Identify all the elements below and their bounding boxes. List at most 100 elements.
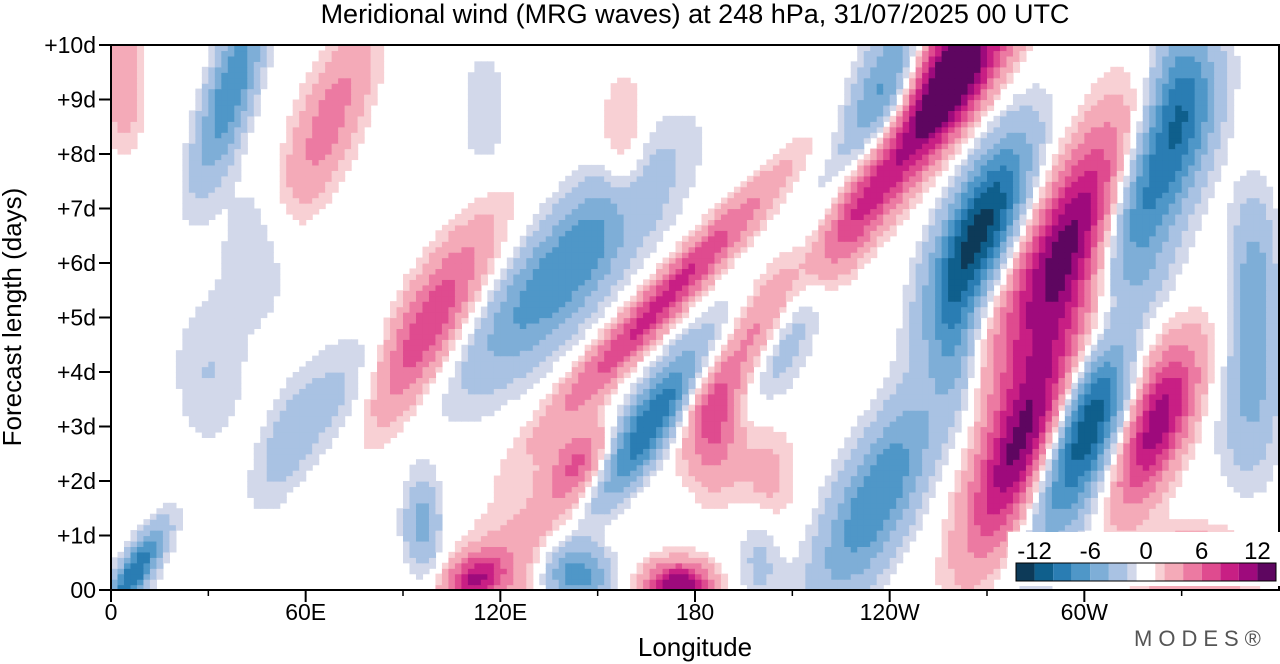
heatmap-cell: [1123, 508, 1131, 515]
heatmap-cell: [552, 410, 560, 417]
heatmap-cell: [428, 551, 437, 558]
heatmap-cell: [941, 404, 949, 411]
heatmap-cell: [506, 344, 514, 351]
heatmap-cell: [669, 431, 677, 438]
heatmap-cell: [630, 491, 638, 498]
heatmap-cell: [1123, 464, 1131, 471]
heatmap-cell: [779, 453, 787, 460]
heatmap-cell: [961, 562, 969, 569]
heatmap-cell: [428, 524, 437, 531]
heatmap-cell: [1129, 584, 1137, 591]
heatmap-cell: [1168, 584, 1176, 591]
heatmap-cell: [1051, 448, 1059, 455]
heatmap-cell: [720, 491, 729, 498]
heatmap-cell: [591, 355, 599, 362]
heatmap-cell: [1155, 481, 1163, 488]
heatmap-cell: [688, 442, 696, 449]
heatmap-cell: [915, 502, 923, 509]
heatmap-cell: [896, 350, 904, 357]
heatmap-cell: [1038, 377, 1046, 384]
heatmap-cell: [1084, 410, 1092, 417]
heatmap-cell: [383, 350, 391, 357]
heatmap-cell: [234, 350, 242, 357]
heatmap-cell: [1142, 366, 1150, 373]
heatmap-cell: [474, 573, 482, 580]
heatmap-cell: [961, 502, 969, 509]
heatmap-cell: [273, 442, 281, 449]
heatmap-cell: [909, 442, 917, 449]
heatmap-cell: [286, 481, 294, 488]
heatmap-cell: [753, 475, 761, 482]
heatmap-cell: [467, 388, 475, 395]
heatmap-cell: [1012, 448, 1021, 455]
heatmap-cell: [759, 557, 767, 564]
heatmap-cell: [195, 393, 203, 400]
heatmap-cell: [837, 464, 845, 471]
heatmap-cell: [221, 415, 229, 422]
heatmap-cell: [1129, 486, 1137, 493]
heatmap-cell: [798, 568, 806, 575]
heatmap-cell: [935, 557, 943, 564]
heatmap-cell: [325, 388, 333, 395]
heatmap-cell: [889, 361, 897, 368]
heatmap-cell: [532, 481, 540, 488]
heatmap-cell: [149, 562, 158, 569]
heatmap-cell: [701, 470, 709, 477]
heatmap-cell: [1272, 377, 1280, 384]
heatmap-cell: [844, 448, 852, 455]
heatmap-cell: [292, 382, 300, 389]
heatmap-cell: [766, 426, 774, 433]
heatmap-cell: [688, 481, 696, 488]
heatmap-cell: [1045, 421, 1053, 428]
heatmap-cell: [688, 372, 696, 379]
heatmap-cell: [805, 350, 813, 357]
heatmap-cell: [850, 437, 858, 444]
heatmap-cell: [493, 502, 501, 509]
heatmap-cell: [863, 481, 871, 488]
heatmap-cell: [493, 562, 501, 569]
heatmap-cell: [1038, 410, 1046, 417]
heatmap-cell: [273, 502, 281, 509]
heatmap-cell: [604, 502, 612, 509]
heatmap-cell: [941, 562, 949, 569]
heatmap-cell: [1272, 399, 1280, 406]
heatmap-cell: [883, 431, 891, 438]
heatmap-cell: [948, 530, 956, 537]
heatmap-cell: [1006, 421, 1014, 428]
heatmap-cell: [539, 508, 547, 515]
heatmap-cell: [1201, 355, 1209, 362]
heatmap-cell: [733, 481, 742, 488]
heatmap-cell: [1136, 497, 1144, 504]
heatmap-cell: [1168, 486, 1176, 493]
heatmap-cell: [1123, 475, 1131, 482]
heatmap-cell: [980, 497, 988, 504]
heatmap-cell: [175, 524, 183, 531]
heatmap-cell: [999, 546, 1008, 553]
heatmap-cell: [1097, 361, 1105, 368]
heatmap-cell: [227, 404, 235, 411]
heatmap-cell: [149, 573, 158, 580]
heatmap-cell: [571, 366, 579, 373]
heatmap-cell: [1188, 361, 1196, 368]
heatmap-cell: [1162, 486, 1170, 493]
heatmap-cell: [766, 540, 774, 547]
heatmap-cell: [208, 350, 216, 357]
heatmap-cell: [727, 470, 735, 477]
heatmap-cell: [740, 497, 748, 504]
heatmap-cell: [1058, 513, 1066, 520]
heatmap-cell: [857, 524, 865, 531]
heatmap-cell: [1103, 426, 1111, 433]
heatmap-cell: [902, 426, 910, 433]
heatmap-cell: [941, 524, 949, 531]
heatmap-cell: [1168, 421, 1176, 428]
heatmap-cell: [1201, 388, 1209, 395]
heatmap-cell: [312, 372, 320, 379]
heatmap-cell: [1259, 388, 1267, 395]
heatmap-cell: [1090, 372, 1098, 379]
heatmap-cell: [720, 366, 729, 373]
heatmap-cell: [928, 475, 936, 482]
heatmap-cell: [1038, 497, 1046, 504]
heatmap-cell: [111, 562, 119, 569]
heatmap-cell: [519, 481, 527, 488]
heatmap-cell: [1233, 361, 1241, 368]
